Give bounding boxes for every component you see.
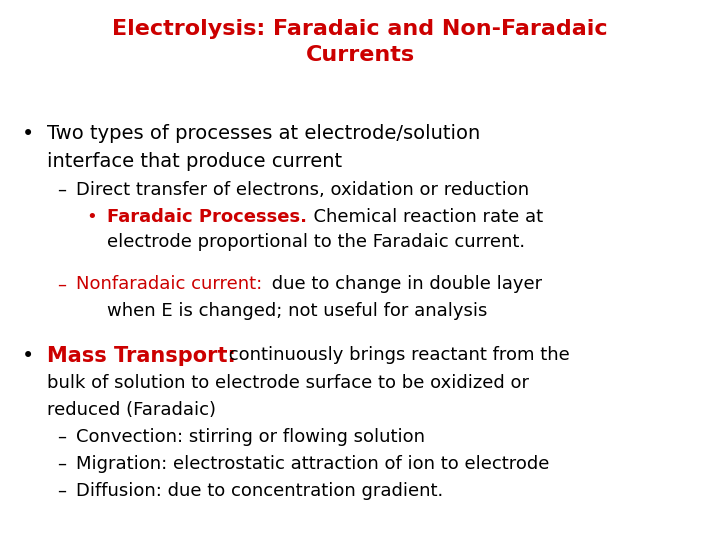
- Text: continuously brings reactant from the: continuously brings reactant from the: [223, 346, 570, 363]
- Text: •: •: [22, 124, 34, 144]
- Text: reduced (Faradaic): reduced (Faradaic): [47, 401, 216, 418]
- Text: –: –: [58, 455, 66, 472]
- Text: electrode proportional to the Faradaic current.: electrode proportional to the Faradaic c…: [107, 233, 525, 251]
- Text: due to change in double layer: due to change in double layer: [266, 275, 543, 293]
- Text: Chemical reaction rate at: Chemical reaction rate at: [302, 208, 544, 226]
- Text: Convection: stirring or flowing solution: Convection: stirring or flowing solution: [76, 428, 425, 445]
- Text: –: –: [58, 275, 66, 293]
- Text: Diffusion: due to concentration gradient.: Diffusion: due to concentration gradient…: [76, 482, 443, 500]
- Text: Direct transfer of electrons, oxidation or reduction: Direct transfer of electrons, oxidation …: [76, 181, 528, 199]
- Text: Faradaic Processes.: Faradaic Processes.: [107, 208, 307, 226]
- Text: Electrolysis: Faradaic and Non-Faradaic
Currents: Electrolysis: Faradaic and Non-Faradaic …: [112, 19, 608, 65]
- Text: Two types of processes at electrode/solution: Two types of processes at electrode/solu…: [47, 124, 480, 143]
- Text: •: •: [86, 208, 97, 226]
- Text: interface that produce current: interface that produce current: [47, 152, 342, 171]
- Text: Migration: electrostatic attraction of ion to electrode: Migration: electrostatic attraction of i…: [76, 455, 549, 472]
- Text: bulk of solution to electrode surface to be oxidized or: bulk of solution to electrode surface to…: [47, 374, 528, 391]
- Text: •: •: [22, 346, 34, 366]
- Text: –: –: [58, 181, 66, 199]
- Text: –: –: [58, 482, 66, 500]
- Text: Mass Transport:: Mass Transport:: [47, 346, 235, 366]
- Text: when E is changed; not useful for analysis: when E is changed; not useful for analys…: [107, 302, 487, 320]
- Text: Nonfaradaic current:: Nonfaradaic current:: [76, 275, 262, 293]
- Text: –: –: [58, 428, 66, 445]
